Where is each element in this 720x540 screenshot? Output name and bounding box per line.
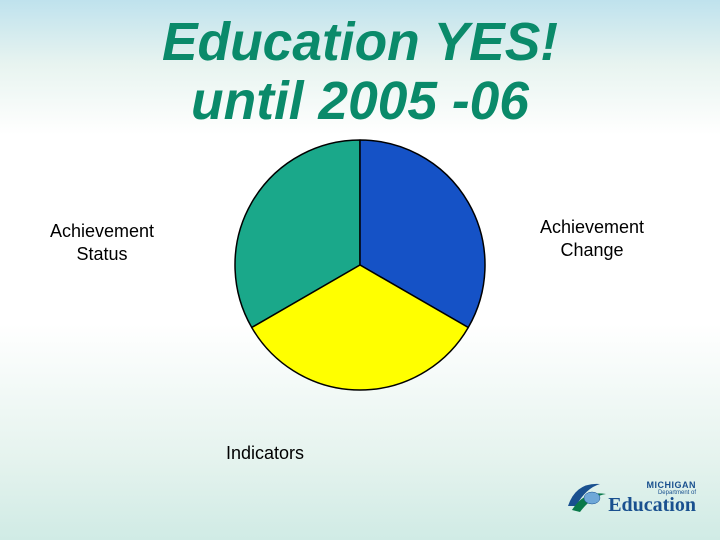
logo-text-michigan: MICHIGAN: [647, 480, 697, 490]
label-indicators-l1: Indicators: [226, 443, 304, 463]
label-change-l1: Achievement: [540, 217, 644, 237]
slide-title-line1: Education YES!: [0, 14, 720, 73]
michigan-education-logo: MICHIGAN Department of Education: [566, 476, 696, 522]
slide-title-line2: until 2005 -06: [0, 73, 720, 132]
label-status-l2: Status: [77, 244, 128, 264]
label-achievement-status: Achievement Status: [50, 220, 154, 265]
label-change-l2: Change: [561, 240, 624, 260]
logo-text-education: Education: [608, 494, 696, 517]
label-status-l1: Achievement: [50, 221, 154, 241]
label-achievement-change: Achievement Change: [540, 216, 644, 261]
pie-chart-area: [0, 135, 720, 395]
pie-chart: [230, 135, 490, 395]
slide-title: Education YES! until 2005 -06: [0, 0, 720, 131]
label-indicators: Indicators: [226, 442, 304, 465]
logo-swoosh-icon: [566, 476, 610, 520]
